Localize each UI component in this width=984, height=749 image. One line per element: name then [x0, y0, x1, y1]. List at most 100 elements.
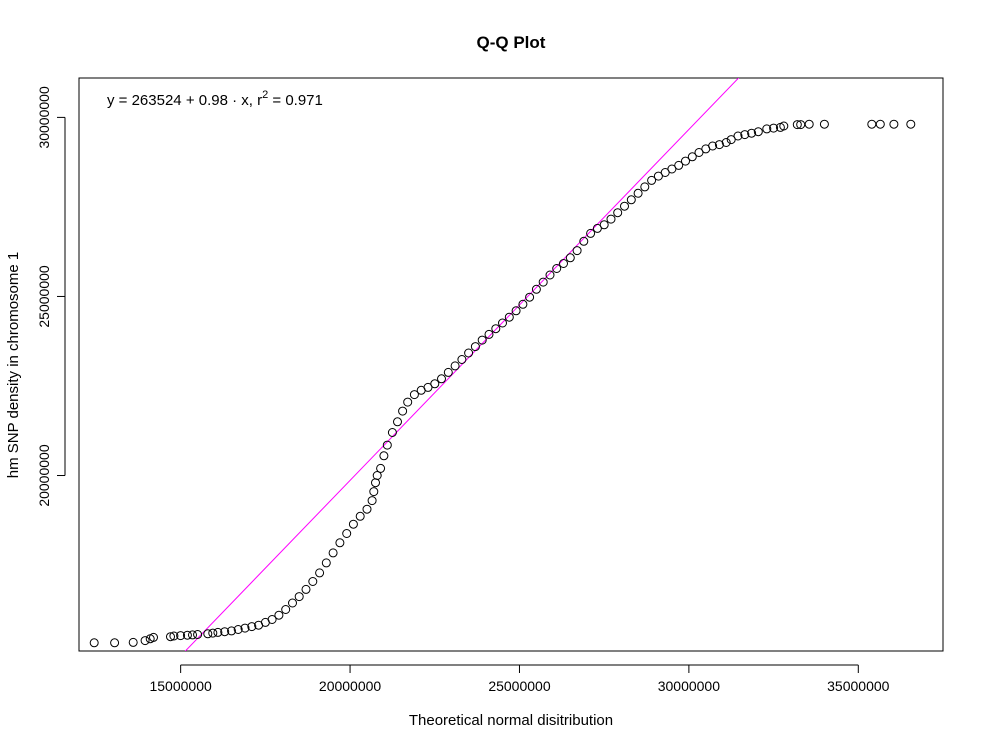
data-point — [379, 451, 389, 461]
data-point — [753, 127, 763, 137]
data-point — [740, 130, 750, 140]
data-point — [592, 223, 602, 233]
data-point — [233, 625, 243, 634]
data-point — [640, 182, 650, 192]
data-point — [450, 361, 460, 371]
data-point — [288, 598, 297, 608]
data-point — [409, 390, 419, 400]
data-point — [267, 615, 277, 624]
data-point — [335, 538, 345, 548]
data-point — [208, 628, 218, 638]
data-point — [681, 156, 690, 166]
data-point — [875, 119, 885, 129]
data-point — [714, 140, 724, 150]
data-point — [169, 631, 179, 641]
data-point — [819, 119, 829, 129]
data-point — [779, 121, 789, 131]
data-point — [545, 270, 555, 280]
data-point — [647, 175, 657, 185]
x-axis: 15000000 20000000 25000000 30000000 35000000 — [149, 664, 890, 694]
y-tick-label: 25000000 — [36, 265, 52, 328]
data-point — [443, 367, 453, 377]
data-point — [606, 214, 616, 224]
y-axis: 20000000 25000000 30000000 — [36, 86, 66, 507]
data-point — [511, 306, 521, 316]
data-point — [227, 626, 236, 636]
data-point — [457, 355, 467, 364]
data-point — [193, 630, 203, 639]
equation-superscript: 2 — [262, 89, 268, 101]
data-point — [504, 312, 514, 322]
data-point — [470, 342, 480, 352]
data-point — [342, 529, 352, 538]
data-point — [315, 568, 325, 578]
data-point — [531, 284, 541, 294]
data-point — [867, 119, 877, 129]
data-point — [387, 428, 397, 437]
data-points — [89, 119, 916, 648]
data-point — [281, 605, 291, 614]
y-tick-label: 30000000 — [36, 86, 52, 149]
data-point — [726, 135, 736, 145]
data-point — [674, 160, 684, 170]
data-point — [477, 335, 487, 345]
data-point — [552, 264, 562, 273]
data-point — [620, 201, 629, 211]
data-point — [437, 374, 446, 384]
data-point — [538, 277, 548, 287]
data-point — [321, 558, 331, 568]
data-point — [301, 584, 311, 594]
data-point — [906, 119, 916, 129]
data-point — [274, 610, 284, 620]
data-point — [579, 236, 589, 246]
data-point — [613, 208, 623, 218]
data-point — [653, 171, 663, 181]
data-point — [376, 463, 386, 473]
data-point — [247, 622, 257, 632]
fit-line — [184, 78, 740, 651]
data-point — [889, 119, 899, 129]
data-point — [128, 637, 138, 647]
data-point — [518, 299, 528, 309]
y-axis-label: hm SNP density in chromosome 1 — [5, 252, 22, 479]
data-point — [110, 638, 120, 648]
data-point — [140, 636, 150, 646]
data-point — [294, 592, 304, 602]
data-point — [667, 164, 677, 174]
data-point — [733, 131, 743, 141]
data-point — [367, 496, 377, 506]
data-point — [721, 138, 731, 147]
x-tick-label: 20000000 — [319, 678, 382, 694]
data-point — [220, 627, 230, 637]
data-point — [393, 417, 402, 427]
y-tick-label: 20000000 — [36, 444, 52, 507]
x-tick-label: 15000000 — [149, 678, 212, 694]
data-point — [423, 382, 433, 392]
data-point — [498, 318, 507, 328]
data-point — [328, 548, 338, 558]
data-point — [565, 253, 575, 263]
data-point — [188, 630, 197, 640]
data-point — [687, 152, 697, 162]
x-tick-label: 35000000 — [827, 678, 890, 694]
data-point — [430, 379, 440, 389]
data-point — [633, 188, 643, 198]
data-point — [747, 128, 757, 138]
data-point — [213, 627, 223, 637]
chart-title: Q-Q Plot — [477, 33, 546, 52]
data-point — [362, 504, 372, 514]
data-point — [166, 632, 175, 642]
data-point — [403, 397, 413, 407]
data-point — [372, 471, 382, 480]
data-point — [308, 577, 318, 586]
data-point — [240, 623, 250, 633]
data-point — [769, 123, 779, 133]
data-point — [599, 220, 609, 230]
data-point — [762, 124, 772, 134]
data-point — [708, 141, 718, 151]
data-point — [182, 630, 192, 640]
data-point — [525, 292, 535, 302]
data-point — [382, 440, 392, 450]
data-point — [176, 631, 186, 641]
